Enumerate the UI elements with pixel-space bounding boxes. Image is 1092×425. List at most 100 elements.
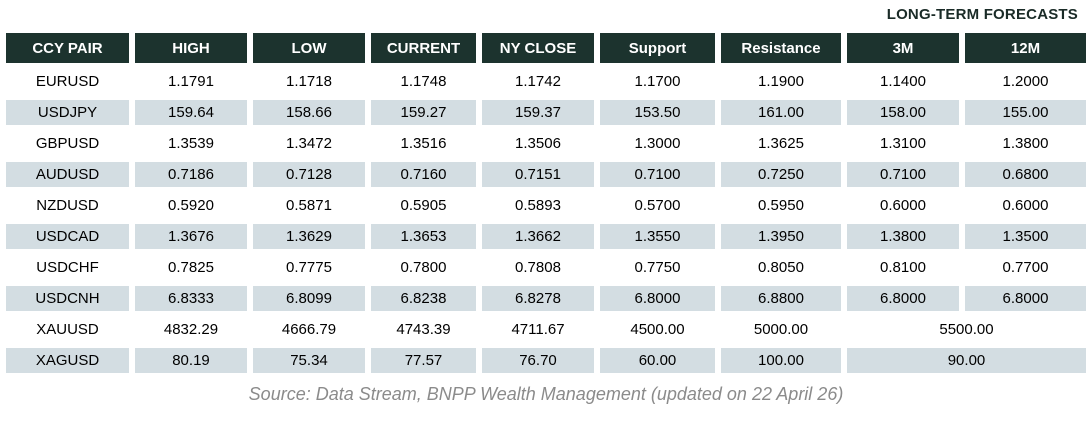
value-cell: 6.8238 — [371, 286, 476, 311]
table-row: AUDUSD 0.7186 0.7128 0.7160 0.7151 0.7100 0.72… — [6, 162, 1086, 187]
value-cell: 1.2000 — [1002, 73, 1049, 90]
value-cell: 161.00 — [721, 100, 841, 125]
ccy-pair-cell: XAUUSD — [36, 321, 99, 338]
ccy-pair-cell: EURUSD — [35, 73, 100, 90]
value-cell: 0.7160 — [371, 162, 476, 187]
value-cell: 158.00 — [847, 100, 959, 125]
source-attribution: Source: Data Stream, BNPP Wealth Managem… — [248, 384, 844, 404]
value-cell: 1.3662 — [482, 224, 594, 249]
value-cell: 0.7151 — [482, 162, 594, 187]
value-cell: 1.1748 — [400, 73, 447, 90]
value-cell: 80.19 — [135, 348, 247, 373]
value-cell: 1.3625 — [758, 135, 804, 152]
ccy-pair-cell: USDCHF — [36, 259, 99, 276]
value-cell: 5500.00 — [939, 321, 994, 338]
value-cell: 159.37 — [482, 100, 594, 125]
value-cell: 1.3950 — [721, 224, 841, 249]
value-cell: 1.3539 — [168, 135, 214, 152]
value-cell: 0.8100 — [880, 259, 926, 276]
value-cell: 0.6000 — [880, 197, 926, 214]
column-header-low: LOW — [253, 33, 365, 63]
fx-forecast-table: CCY PAIR HIGH LOW CURRENT NY CLOSE Suppo… — [0, 27, 1092, 379]
ccy-pair-cell: XAGUSD — [6, 348, 129, 373]
value-cell: 1.3100 — [880, 135, 926, 152]
ccy-pair-cell: USDCAD — [6, 224, 129, 249]
value-cell: 0.7825 — [168, 259, 214, 276]
table-row: NZDUSD 0.5920 0.5871 0.5905 0.5893 0.5700 0.59… — [6, 193, 1086, 218]
value-cell: 0.7128 — [253, 162, 365, 187]
column-header-ny-close: NY CLOSE — [482, 33, 594, 63]
value-cell: 0.7808 — [515, 259, 561, 276]
value-cell: 1.3506 — [515, 135, 561, 152]
value-cell: 100.00 — [721, 348, 841, 373]
value-cell: 0.6800 — [965, 162, 1086, 187]
value-cell: 1.3000 — [634, 135, 681, 152]
value-cell: 0.5950 — [758, 197, 804, 214]
value-cell: 0.7700 — [1002, 259, 1049, 276]
table-header-row: CCY PAIR HIGH LOW CURRENT NY CLOSE Suppo… — [6, 33, 1086, 63]
table-row: GBPUSD 1.3539 1.3472 1.3516 1.3506 1.3000 1.36… — [6, 131, 1086, 156]
table-row: USDCHF 0.7825 0.7775 0.7800 0.7808 0.7750 0.80… — [6, 255, 1086, 280]
value-cell: 4743.39 — [396, 321, 451, 338]
value-cell: 1.3500 — [965, 224, 1086, 249]
value-cell: 159.27 — [371, 100, 476, 125]
value-cell: 1.3472 — [286, 135, 332, 152]
value-cell: 0.7800 — [400, 259, 447, 276]
value-cell: 1.3653 — [371, 224, 476, 249]
value-cell: 1.3800 — [1002, 135, 1049, 152]
value-cell: 1.3550 — [600, 224, 715, 249]
value-cell: 60.00 — [600, 348, 715, 373]
value-cell: 0.7186 — [135, 162, 247, 187]
value-cell: 1.1900 — [758, 73, 804, 90]
value-cell: 0.7250 — [721, 162, 841, 187]
value-cell: 77.57 — [371, 348, 476, 373]
column-header-current: CURRENT — [371, 33, 476, 63]
value-cell: 0.5905 — [400, 197, 447, 214]
table-body: EURUSD 1.1791 1.1718 1.1748 1.1742 1.1700 1.19… — [6, 69, 1086, 373]
value-cell: 4500.00 — [630, 321, 685, 338]
value-cell: 75.34 — [253, 348, 365, 373]
ccy-pair-cell: GBPUSD — [35, 135, 100, 152]
value-cell: 4832.29 — [163, 321, 219, 338]
value-cell: 1.1400 — [880, 73, 926, 90]
column-header-resistance: Resistance — [721, 33, 841, 63]
table-row: XAGUSD 80.19 75.34 77.57 76.70 60.00 100.00 90.… — [6, 348, 1086, 373]
value-cell: 155.00 — [965, 100, 1086, 125]
column-header-12m: 12M — [965, 33, 1086, 63]
value-cell: 1.1742 — [515, 73, 561, 90]
ccy-pair-cell: USDCNH — [6, 286, 129, 311]
value-cell: 0.7100 — [847, 162, 959, 187]
value-cell: 1.3516 — [400, 135, 447, 152]
value-cell: 1.1700 — [634, 73, 681, 90]
table-row: USDCAD 1.3676 1.3629 1.3653 1.3662 1.3550 1.39… — [6, 224, 1086, 249]
value-cell: 0.7775 — [286, 259, 332, 276]
value-cell: 6.8000 — [600, 286, 715, 311]
table-row: USDJPY 159.64 158.66 159.27 159.37 153.50 161.… — [6, 100, 1086, 125]
value-cell: 159.64 — [135, 100, 247, 125]
value-cell: 0.5871 — [286, 197, 332, 214]
value-cell: 76.70 — [482, 348, 594, 373]
value-cell: 4711.67 — [511, 321, 565, 338]
column-header-3m: 3M — [847, 33, 959, 63]
value-cell: 1.3676 — [135, 224, 247, 249]
ccy-pair-cell: USDJPY — [6, 100, 129, 125]
value-cell: 0.6000 — [1002, 197, 1049, 214]
value-cell: 0.5920 — [168, 197, 214, 214]
value-cell: 0.8050 — [758, 259, 804, 276]
ccy-pair-cell: AUDUSD — [6, 162, 129, 187]
value-cell: 1.3800 — [847, 224, 959, 249]
value-cell: 6.8278 — [482, 286, 594, 311]
value-cell: 6.8000 — [965, 286, 1086, 311]
value-cell: 5000.00 — [753, 321, 809, 338]
value-cell: 90.00 — [847, 348, 1086, 373]
value-cell: 6.8000 — [847, 286, 959, 311]
value-cell: 0.5893 — [515, 197, 561, 214]
column-header-ccy-pair: CCY PAIR — [6, 33, 129, 63]
value-cell: 4666.79 — [281, 321, 337, 338]
value-cell: 6.8099 — [253, 286, 365, 311]
value-cell: 6.8800 — [721, 286, 841, 311]
table-row: XAUUSD 4832.29 4666.79 4743.39 4711.67 4500.0… — [6, 317, 1086, 342]
value-cell: 0.5700 — [634, 197, 681, 214]
value-cell: 1.1791 — [168, 73, 214, 90]
